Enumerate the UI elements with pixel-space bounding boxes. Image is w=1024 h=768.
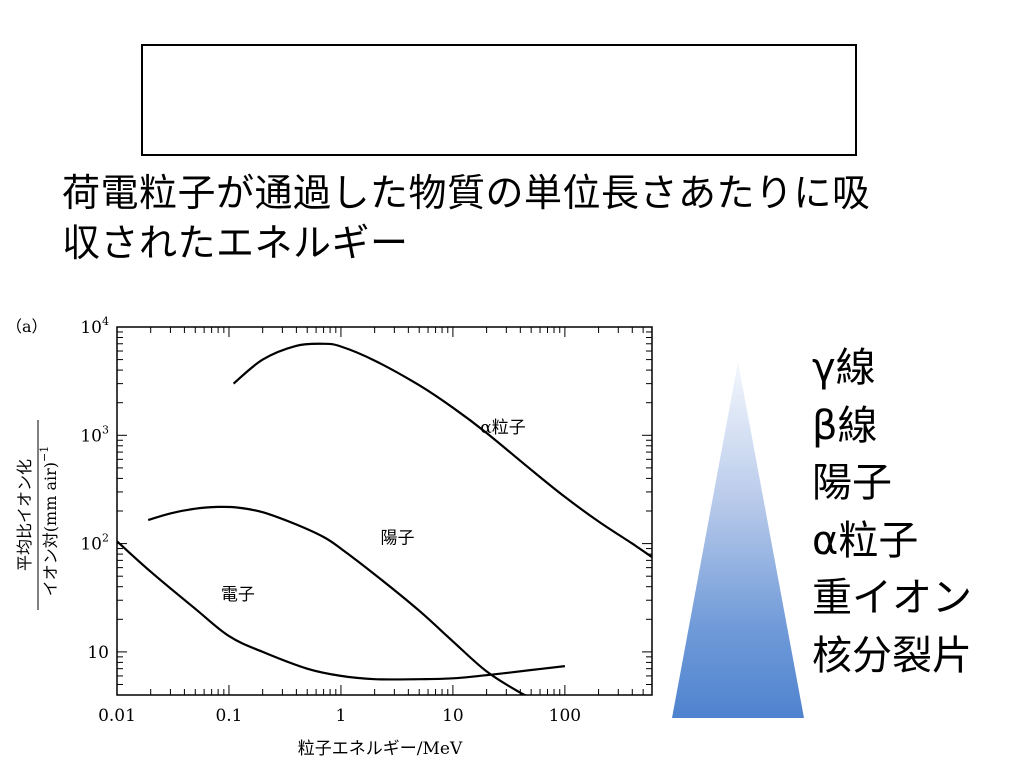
chart-curves [117, 342, 652, 695]
chart-axes [116, 326, 653, 696]
ranking-item-heavy-ion: 重イオン [812, 575, 972, 621]
y-tick-label: 103 [80, 423, 109, 446]
slide-heading: 荷電粒子が通過した物質の単位長さあたりに吸 収されたエネルギー [62, 168, 992, 268]
electron-label: 電子 [221, 585, 255, 605]
proton-label: 陽子 [380, 529, 414, 549]
y-axis-label-top: 平均比イオン化 [15, 459, 34, 571]
electron-curve [117, 540, 566, 681]
ranking-item-proton: 陽子 [812, 460, 892, 506]
y-tick-label-base: 10 [87, 643, 109, 663]
heading-line-1: 荷電粒子が通過した物質の単位長さあたりに吸 [62, 171, 871, 215]
y-axis-label-bottom-text: イオン対(mm air) [41, 462, 60, 596]
y-tick-label-exponent: 2 [102, 532, 109, 545]
alpha-particle-curve [232, 342, 652, 559]
ranking-item-fission-fragment: 核分裂片 [812, 632, 972, 679]
y-tick-label: 104 [80, 315, 109, 338]
x-tick-label: 10 [442, 706, 464, 726]
x-tick-label: 0.01 [98, 706, 136, 726]
panel-label: （a） [6, 317, 48, 336]
y-tick-label-base: 10 [80, 426, 102, 446]
y-tick-label-base: 10 [80, 535, 102, 555]
y-axis-label: 平均比イオン化 イオン対(mm air)−1 [15, 420, 60, 610]
y-tick-label: 10 [87, 643, 109, 663]
x-axis-label: 粒子エネルギー/MeV [298, 739, 463, 759]
title-box [141, 44, 857, 156]
ranking-item-alpha: α粒子 [812, 517, 919, 564]
proton-curve [147, 505, 528, 695]
y-axis-label-bottom: イオン対(mm air)−1 [38, 446, 60, 596]
y-tick-label-exponent: 4 [102, 315, 109, 328]
ranking-item-beta: β線 [812, 402, 878, 449]
plot-frame [116, 326, 653, 696]
y-tick-label: 102 [80, 532, 109, 555]
alpha-particle-label: α粒子 [480, 418, 525, 438]
heading-line-2: 収されたエネルギー [62, 221, 409, 265]
y-tick-label-exponent: 3 [102, 423, 109, 436]
y-tick-label-base: 10 [80, 318, 102, 338]
x-tick-label: 100 [549, 706, 581, 726]
ranking-item-gamma: γ線 [812, 345, 876, 391]
x-tick-label: 0.1 [215, 706, 242, 726]
x-tick-label: 1 [336, 706, 347, 726]
ranking-gradient-triangle [672, 362, 804, 718]
particle-ranking-list: γ線 β線 陽子 α粒子 重イオン 核分裂片 [812, 340, 972, 685]
y-axis-label-exponent: −1 [38, 446, 51, 462]
